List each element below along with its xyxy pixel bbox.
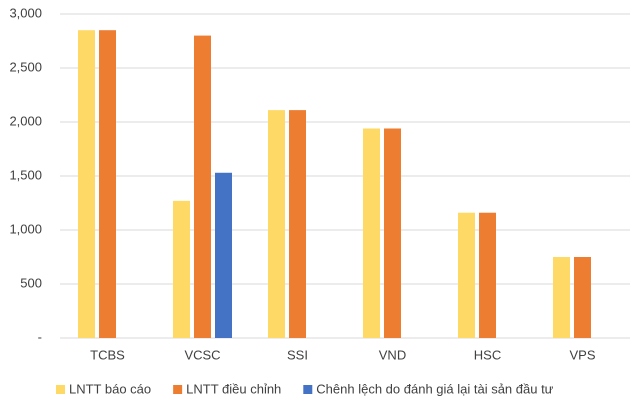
legend-swatch bbox=[56, 385, 65, 394]
y-tick-label: 2,500 bbox=[9, 59, 42, 74]
y-tick-label: 1,500 bbox=[9, 167, 42, 182]
bar bbox=[458, 212, 475, 338]
bar bbox=[479, 212, 496, 338]
legend-swatch bbox=[303, 385, 313, 394]
x-tick-label: HSC bbox=[474, 347, 501, 362]
x-tick-label: VCSC bbox=[184, 347, 220, 362]
bar bbox=[268, 110, 285, 339]
bar bbox=[194, 35, 211, 338]
legend-label: Chênh lệch do đánh giá lại tài sản đầu t… bbox=[316, 381, 553, 396]
y-tick-label: 2,000 bbox=[9, 113, 42, 128]
bar bbox=[289, 110, 306, 339]
y-tick-label: 3,000 bbox=[9, 5, 42, 20]
bar bbox=[384, 128, 401, 338]
bar bbox=[215, 172, 232, 338]
y-tick-label: 1,000 bbox=[9, 221, 42, 236]
bar bbox=[78, 30, 95, 338]
bar bbox=[363, 128, 380, 338]
y-tick-label: 500 bbox=[20, 275, 42, 290]
legend-label: LNTT điều chỉnh bbox=[186, 381, 281, 396]
y-tick-label: - bbox=[38, 329, 42, 344]
bar bbox=[99, 30, 116, 338]
legend-swatch bbox=[173, 385, 183, 394]
bar bbox=[173, 200, 190, 338]
x-tick-label: SSI bbox=[287, 347, 308, 362]
x-tick-label: TCBS bbox=[90, 347, 125, 362]
bar bbox=[553, 257, 570, 338]
x-tick-label: VND bbox=[379, 347, 406, 362]
legend-label: LNTT báo cáo bbox=[69, 381, 151, 396]
x-tick-label: VPS bbox=[569, 347, 595, 362]
bar bbox=[574, 257, 591, 338]
